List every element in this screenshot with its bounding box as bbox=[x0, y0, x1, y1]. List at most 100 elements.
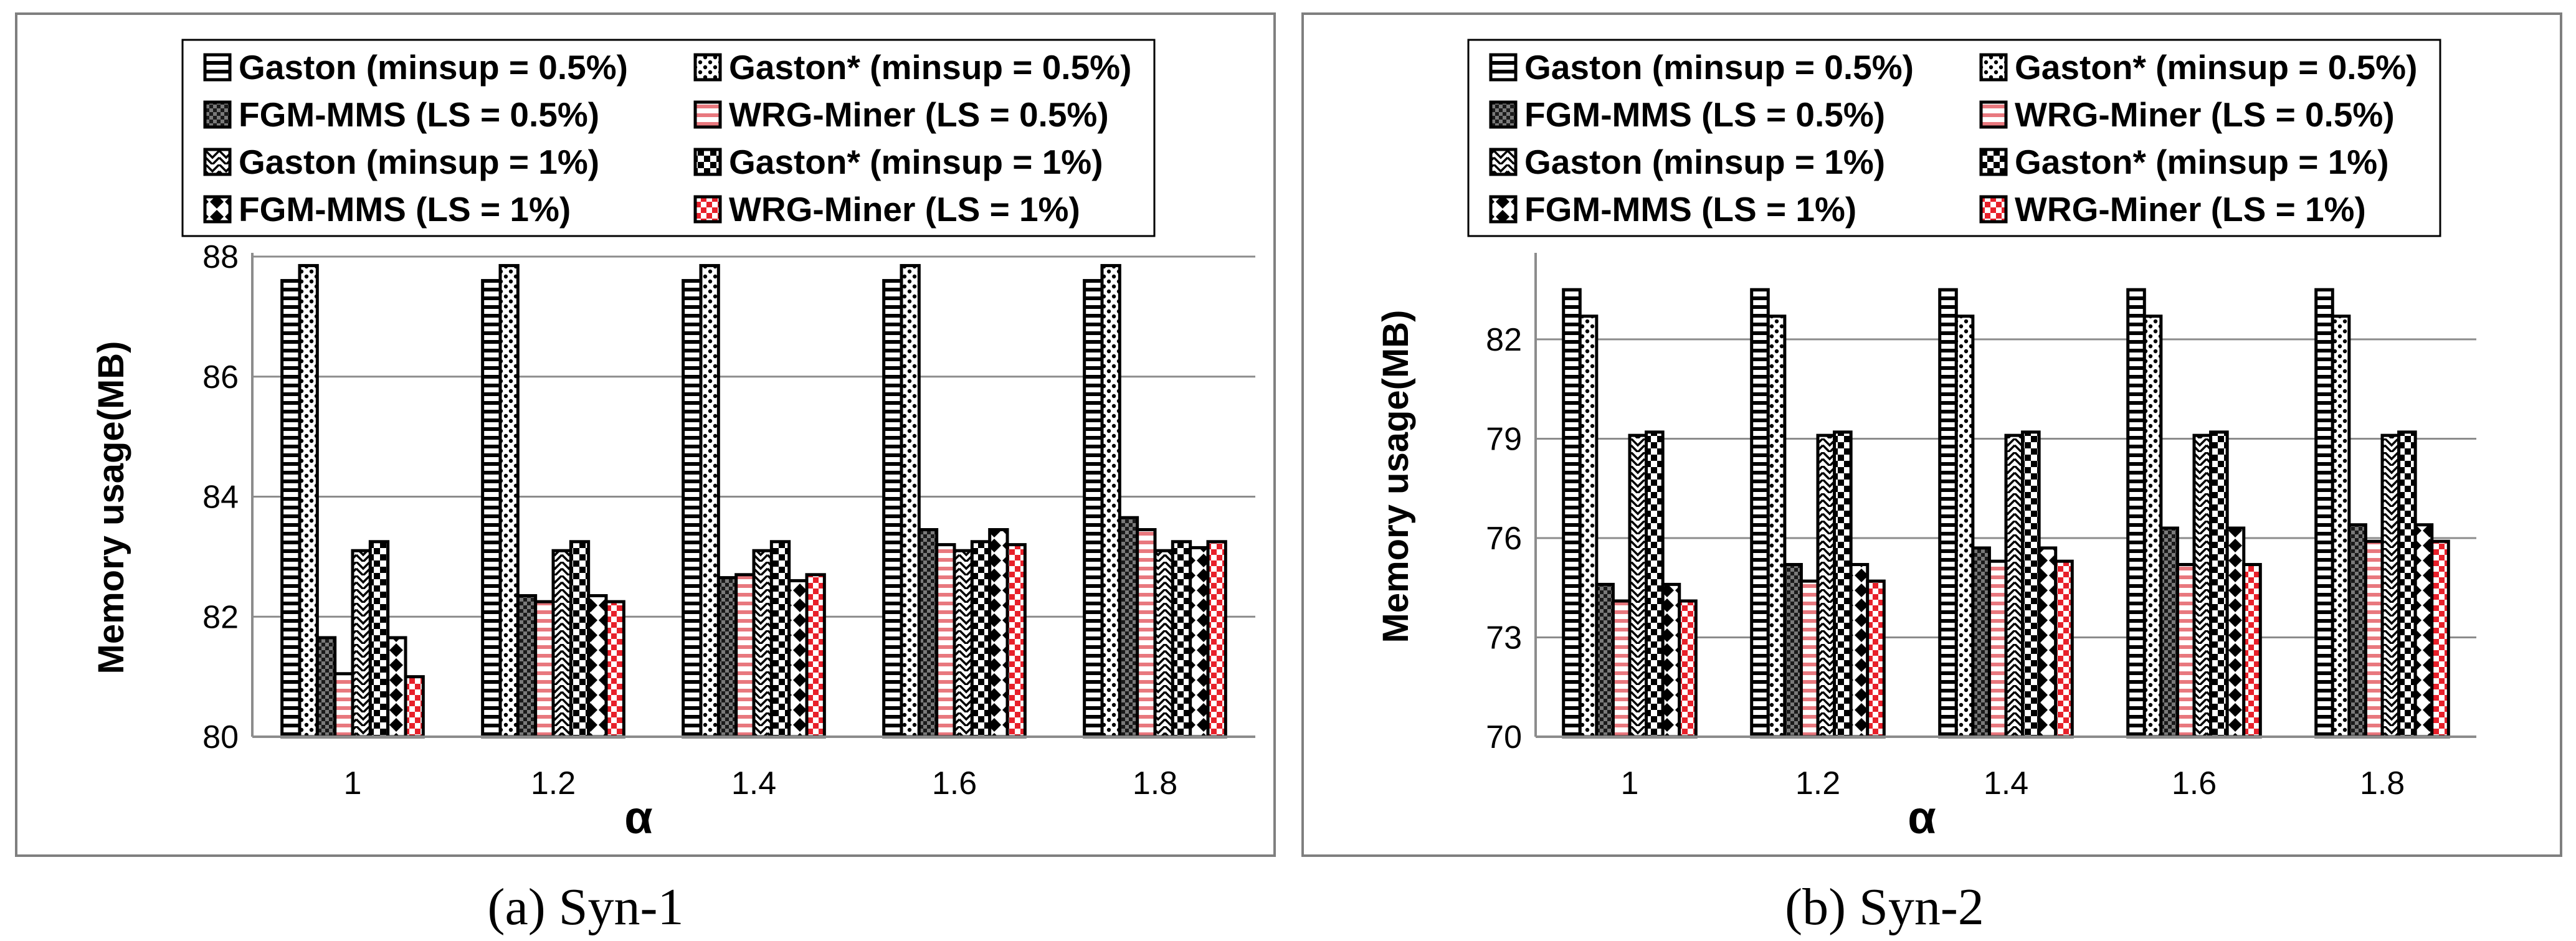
bar-gaston-star-1 bbox=[2021, 430, 2041, 739]
bar-fgm-mms-1 bbox=[1661, 582, 1681, 739]
bar-gaston-1 bbox=[1628, 433, 1648, 739]
y-tick-label: 86 bbox=[202, 359, 239, 395]
bar-gaston-0-5 bbox=[1938, 288, 1958, 739]
bar-gaston-0-5 bbox=[2126, 288, 2146, 739]
legend-swatch-gaston-1 bbox=[1489, 148, 1518, 176]
bar-gaston-0-5 bbox=[1750, 288, 1770, 739]
x-tick-labels: 1 1.2 1.4 1.6 1.8 bbox=[344, 765, 1178, 802]
y-axis-label: Memory usage(MB) bbox=[1376, 310, 1416, 643]
bar-gaston-star-0-5 bbox=[900, 263, 921, 739]
bar-fgm-mms-0-5 bbox=[1595, 582, 1615, 739]
bar-gaston-star-1 bbox=[2209, 430, 2229, 739]
legend-label-fgm-mms-0-5: FGM-MMS (LS = 0.5%) bbox=[1524, 95, 1885, 134]
legend-label-gaston-star-0-5: Gaston* (minsup = 0.5%) bbox=[2015, 48, 2417, 87]
bar-gaston-star-0-5 bbox=[1100, 263, 1121, 739]
bar-gaston-1 bbox=[1153, 549, 1174, 739]
legend-label-gaston-star-0-5: Gaston* (minsup = 0.5%) bbox=[729, 48, 1131, 87]
bar-fgm-mms-0-5 bbox=[1118, 516, 1139, 739]
bar-fgm-mms-1 bbox=[1189, 546, 1210, 739]
bar-fgm-mms-0-5 bbox=[2347, 523, 2367, 739]
bar-fgm-mms-1 bbox=[2225, 526, 2246, 739]
bar-fgm-mms-1 bbox=[587, 594, 608, 739]
bar-fgm-mms-1 bbox=[386, 636, 407, 739]
legend-swatch-gaston-star-0-5 bbox=[1979, 53, 2008, 82]
legend: Gaston (minsup = 0.5%) Gaston* (minsup = … bbox=[1467, 39, 2441, 237]
bar-gaston-star-0-5 bbox=[2331, 314, 2351, 739]
legend-swatch-fgm-mms-1 bbox=[203, 195, 232, 224]
y-tick-labels: 70 73 76 79 82 bbox=[1486, 322, 1522, 755]
bar-gaston-star-1 bbox=[569, 540, 591, 739]
bar-wrg-miner-0-5 bbox=[1987, 559, 2008, 739]
x-tick-label: 1.4 bbox=[1984, 765, 2028, 802]
legend-swatch-wrg-miner-1 bbox=[1979, 195, 2008, 224]
bar-wrg-miner-0-5 bbox=[1136, 528, 1157, 739]
y-tick-label: 76 bbox=[1486, 521, 1522, 557]
legend-label-fgm-mms-1: FGM-MMS (LS = 1%) bbox=[1524, 190, 1856, 229]
bar-gaston-star-1 bbox=[1171, 540, 1192, 739]
x-tick-label: 1 bbox=[1621, 765, 1639, 802]
bar-gaston-star-0-5 bbox=[2142, 314, 2163, 739]
bar-gaston-0-5 bbox=[1562, 288, 1582, 739]
bar-fgm-mms-0-5 bbox=[917, 528, 939, 739]
legend-label-gaston-1: Gaston (minsup = 1%) bbox=[239, 143, 599, 181]
y-tick-label: 73 bbox=[1486, 620, 1522, 656]
bar-gaston-star-0-5 bbox=[699, 263, 720, 739]
legend-swatch-gaston-star-1 bbox=[1979, 148, 2008, 176]
bars bbox=[1562, 288, 2450, 739]
bar-wrg-miner-1 bbox=[805, 573, 826, 739]
legend-swatch-fgm-mms-0-5 bbox=[1489, 100, 1518, 129]
bar-gaston-star-1 bbox=[769, 540, 791, 739]
bar-wrg-miner-0-5 bbox=[2364, 539, 2384, 739]
bar-wrg-miner-0-5 bbox=[1611, 599, 1632, 739]
legend-label-gaston-0-5: Gaston (minsup = 0.5%) bbox=[239, 48, 628, 87]
x-axis-label: α bbox=[624, 792, 653, 843]
bar-gaston-star-1 bbox=[2397, 430, 2417, 739]
chart-panel-syn1: 80 82 84 86 88 1 1.2 1.4 1.6 1.8 Memory usage(MB… bbox=[15, 12, 1276, 936]
bar-wrg-miner-1 bbox=[604, 600, 625, 739]
legend-label-wrg-miner-1: WRG-Miner (LS = 1%) bbox=[729, 190, 1080, 229]
bar-wrg-miner-1 bbox=[404, 675, 425, 739]
legend-swatch-wrg-miner-0-5 bbox=[1979, 100, 2008, 129]
legend-swatch-gaston-0-5 bbox=[203, 53, 232, 82]
bar-fgm-mms-0-5 bbox=[1783, 563, 1803, 739]
x-tick-label: 1.8 bbox=[2360, 765, 2405, 802]
legend-label-gaston-star-1: Gaston* (minsup = 1%) bbox=[729, 143, 1103, 181]
bar-fgm-mms-0-5 bbox=[2159, 526, 2179, 739]
bar-wrg-miner-0-5 bbox=[1799, 579, 1820, 739]
x-tick-label: 1.8 bbox=[1133, 765, 1177, 802]
bar-fgm-mms-0-5 bbox=[716, 576, 738, 739]
y-axis-label: Memory usage(MB) bbox=[91, 341, 131, 674]
bar-wrg-miner-1 bbox=[1678, 599, 1698, 739]
bar-wrg-miner-1 bbox=[1866, 579, 1886, 739]
bar-fgm-mms-1 bbox=[2037, 546, 2058, 739]
legend-label-fgm-mms-1: FGM-MMS (LS = 1%) bbox=[239, 190, 571, 229]
figure-caption: (b) Syn-2 bbox=[1785, 878, 1984, 936]
y-tick-label: 70 bbox=[1486, 719, 1522, 755]
chart-panel-syn2: 70 73 76 79 82 1 1.2 1.4 1.6 1.8 Memory usage(MB… bbox=[1301, 12, 2562, 936]
axes bbox=[251, 253, 1255, 738]
bar-wrg-miner-0-5 bbox=[333, 672, 354, 739]
x-tick-label: 1.6 bbox=[932, 765, 977, 802]
bar-gaston-0-5 bbox=[481, 279, 502, 739]
bar-fgm-mms-1 bbox=[787, 579, 809, 739]
legend-label-wrg-miner-0-5: WRG-Miner (LS = 0.5%) bbox=[2015, 95, 2395, 134]
bar-fgm-mms-0-5 bbox=[1971, 546, 1991, 739]
x-tick-label: 1.2 bbox=[1795, 765, 1840, 802]
x-axis-label: α bbox=[1908, 792, 1936, 843]
legend-label-gaston-0-5: Gaston (minsup = 0.5%) bbox=[1524, 48, 1914, 87]
bar-gaston-0-5 bbox=[2314, 288, 2334, 739]
bar-gaston-1 bbox=[2004, 433, 2025, 739]
bar-fgm-mms-1 bbox=[988, 528, 1009, 739]
bar-wrg-miner-1 bbox=[2242, 563, 2262, 739]
legend-label-gaston-star-1: Gaston* (minsup = 1%) bbox=[2015, 143, 2389, 181]
bar-gaston-1 bbox=[2380, 433, 2401, 739]
bar-fgm-mms-1 bbox=[1849, 563, 1870, 739]
bar-gaston-star-0-5 bbox=[298, 263, 319, 739]
bar-wrg-miner-0-5 bbox=[734, 573, 756, 739]
bar-wrg-miner-1 bbox=[2430, 539, 2450, 739]
legend-swatch-gaston-star-1 bbox=[693, 148, 722, 176]
bar-gaston-1 bbox=[2192, 433, 2213, 739]
bar-gaston-star-1 bbox=[1833, 430, 1853, 739]
bar-wrg-miner-0-5 bbox=[2175, 563, 2196, 739]
